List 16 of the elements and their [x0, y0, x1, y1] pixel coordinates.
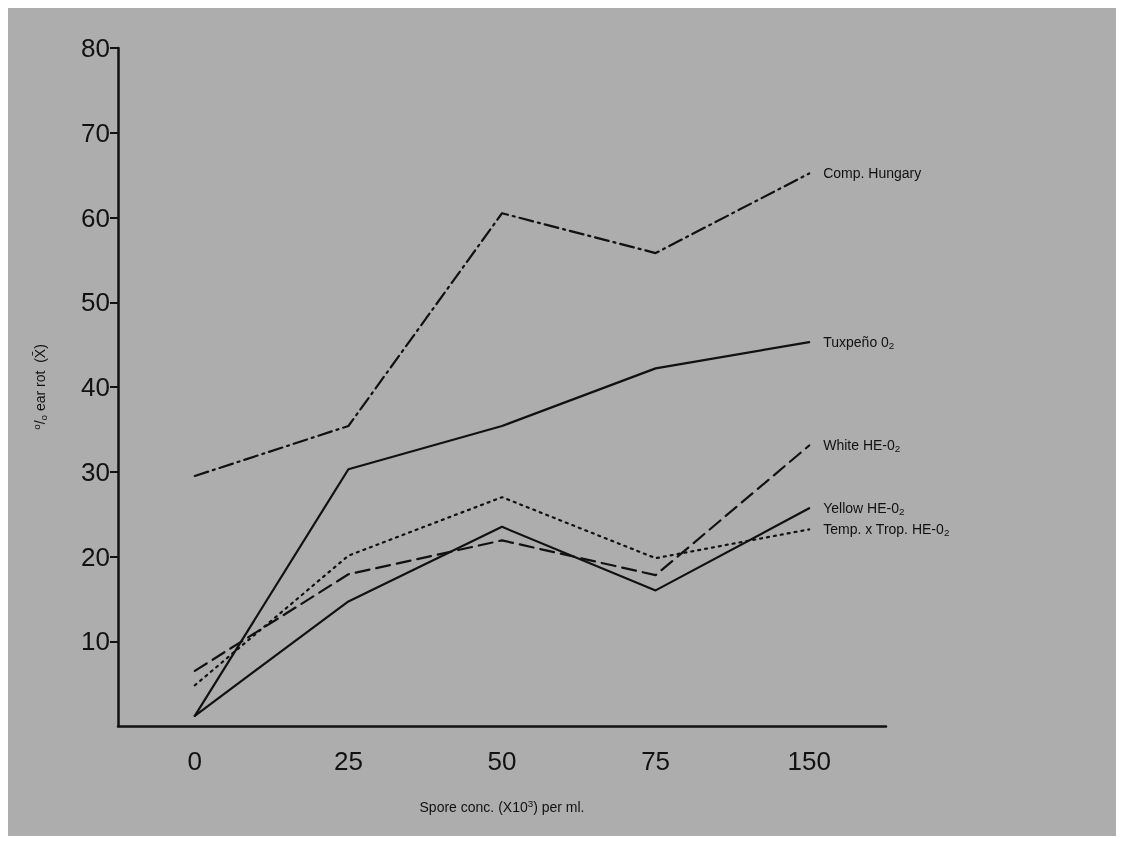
x-tick-label: 25 — [333, 746, 363, 776]
x-tick-label: 75 — [641, 746, 671, 776]
y-tick-label: 80 — [81, 33, 110, 63]
series-label: Comp. Hungary — [823, 165, 922, 182]
y-tick-label: 20 — [81, 541, 110, 572]
y-tick-label: 70 — [81, 117, 110, 148]
y-axis-title: o/o ear rot (X̄) — [30, 344, 49, 430]
y-tick-label: 40 — [81, 372, 110, 402]
x-tick-label: 50 — [487, 746, 517, 776]
x-tick-label: 0 — [187, 746, 203, 776]
y-tick-label: 10 — [81, 626, 110, 657]
x-tick-label: 150 — [787, 746, 831, 776]
y-tick-label: 30 — [81, 456, 110, 487]
y-tick-label: 50 — [81, 287, 110, 318]
y-tick-label: 60 — [81, 202, 110, 233]
line-series — [193, 172, 811, 478]
